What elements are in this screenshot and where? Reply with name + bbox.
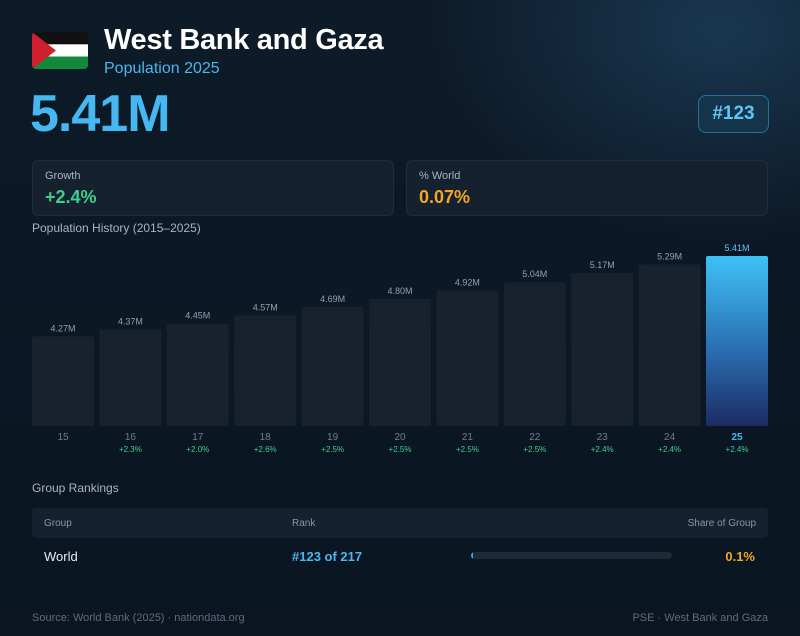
history-title: Population History (2015–2025) xyxy=(32,221,201,235)
category-label-15: 15 xyxy=(57,432,69,443)
category-label-19: 19 xyxy=(327,432,339,443)
bar-20 xyxy=(369,299,431,426)
rank-badge: #123 xyxy=(698,95,769,133)
category-label-24: 24 xyxy=(664,432,676,443)
value-label-25: 5.41M xyxy=(724,243,749,253)
growth-label: Growth xyxy=(45,170,81,182)
row-share: 0.1% xyxy=(725,549,755,564)
column-header-group: Group xyxy=(44,518,72,529)
category-label-18: 18 xyxy=(260,432,272,443)
bar-22 xyxy=(503,282,566,426)
growth-label-24: +2.4% xyxy=(658,445,681,454)
bar-15 xyxy=(32,336,94,426)
category-label-20: 20 xyxy=(394,432,406,443)
growth-label-23: +2.4% xyxy=(591,445,614,454)
bar-17 xyxy=(166,323,229,426)
value-label-20: 4.80M xyxy=(387,286,412,296)
footer-code: PSE · West Bank and Gaza xyxy=(632,612,768,624)
bar-19 xyxy=(301,306,364,426)
category-label-17: 17 xyxy=(192,432,204,443)
value-label-21: 4.92M xyxy=(455,278,480,288)
category-label-23: 23 xyxy=(597,432,609,443)
growth-label-19: +2.5% xyxy=(321,445,344,454)
flag-icon xyxy=(32,32,88,69)
footer-source: Source: World Bank (2025) · nationdata.o… xyxy=(32,612,245,624)
population-history-chart: 4.27M 15 4.37M 16 +2.3% 4.45M 17 +2.0% 4.57M 18 +2… xyxy=(32,243,768,454)
population-value: 5.41M xyxy=(30,85,171,143)
category-label-21: 21 xyxy=(462,432,474,443)
growth-label-16: +2.3% xyxy=(119,445,142,454)
value-label-19: 4.69M xyxy=(320,294,345,304)
row-group: World xyxy=(44,549,78,564)
category-label-25: 25 xyxy=(731,432,743,443)
growth-label-25: +2.4% xyxy=(726,445,749,454)
row-rank: #123 of 217 xyxy=(292,549,363,564)
growth-label-21: +2.5% xyxy=(456,445,479,454)
column-header-rank: Rank xyxy=(292,518,316,529)
page-subtitle: Population 2025 xyxy=(104,60,220,77)
bar-23 xyxy=(571,272,634,426)
growth-label-17: +2.0% xyxy=(186,445,209,454)
value-label-22: 5.04M xyxy=(522,269,547,279)
growth-label-20: +2.5% xyxy=(389,445,412,454)
growth-card: Growth +2.4% xyxy=(32,160,394,216)
share-bar-fill xyxy=(471,552,473,559)
value-label-15: 4.27M xyxy=(50,323,75,333)
bar-18 xyxy=(234,315,297,426)
growth-label-18: +2.6% xyxy=(254,445,277,454)
bar-21 xyxy=(436,290,499,426)
growth-label-22: +2.5% xyxy=(523,445,546,454)
page-title: West Bank and Gaza xyxy=(104,24,384,56)
world-share-card: % World 0.07% xyxy=(406,160,768,216)
category-label-16: 16 xyxy=(125,432,137,443)
value-label-18: 4.57M xyxy=(253,302,278,312)
value-label-24: 5.29M xyxy=(657,252,682,262)
growth-value: +2.4% xyxy=(45,187,97,207)
value-label-17: 4.45M xyxy=(185,311,210,321)
value-label-23: 5.17M xyxy=(590,260,615,270)
bar-24 xyxy=(638,264,701,426)
world-share-value: 0.07% xyxy=(419,187,471,207)
column-header-share: Share of Group xyxy=(687,518,756,529)
value-label-16: 4.37M xyxy=(118,316,143,326)
rankings-table-header: Group Rank Share of Group xyxy=(32,508,768,538)
category-label-22: 22 xyxy=(529,432,541,443)
bar-16 xyxy=(99,329,162,426)
world-share-label: % World xyxy=(419,170,461,182)
share-bar xyxy=(471,552,672,559)
group-rankings-title: Group Rankings xyxy=(32,481,119,495)
bar-25 xyxy=(706,256,768,426)
